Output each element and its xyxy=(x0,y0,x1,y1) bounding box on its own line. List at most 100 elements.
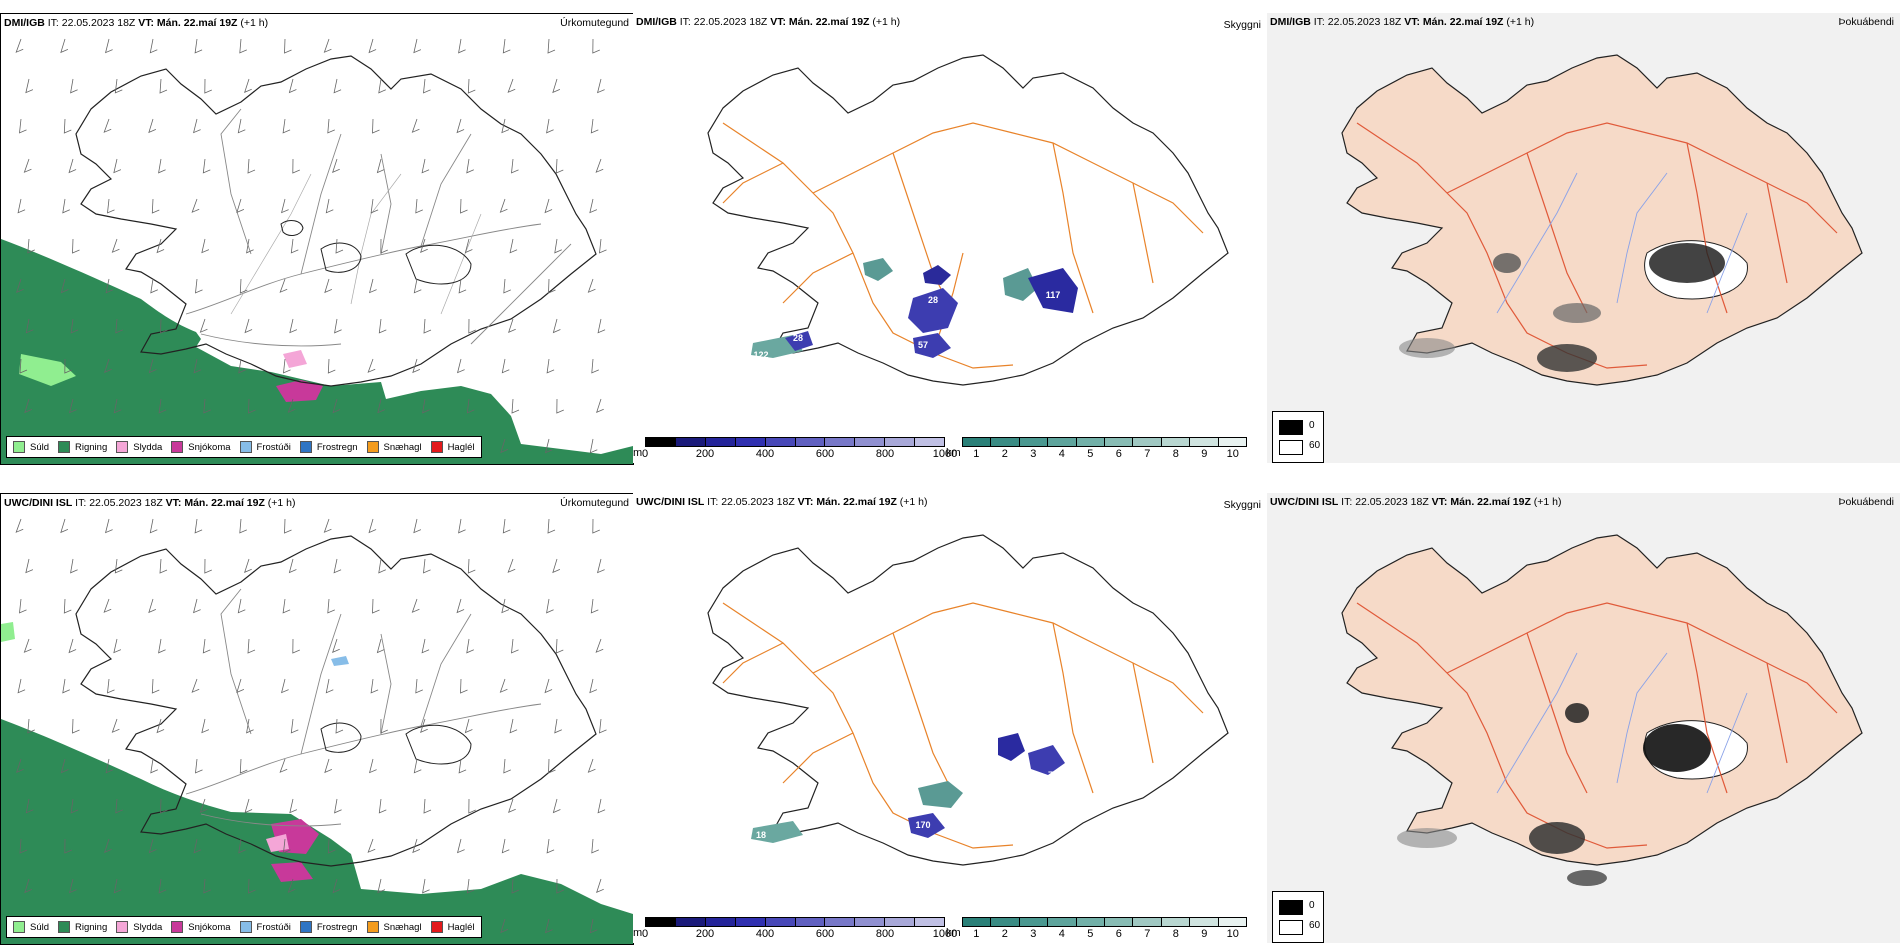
roads xyxy=(1356,602,1838,849)
wind-barb xyxy=(467,78,476,94)
legend-swatch xyxy=(299,441,312,453)
colorbar-tick-4: 4 xyxy=(1058,448,1065,460)
lead-time: (+1 h) xyxy=(872,16,901,28)
wind-barb xyxy=(237,118,246,134)
wind-barb xyxy=(323,518,332,533)
precip-type-panel-top: DMI/IGB IT: 22.05.2023 18Z VT: Mán. 22.m… xyxy=(0,13,634,465)
wind-barb xyxy=(290,718,299,734)
wind-barb xyxy=(590,118,599,134)
wind-barb xyxy=(160,798,168,814)
it-value: 22.05.2023 18Z xyxy=(693,16,768,28)
wind-barb xyxy=(555,158,564,174)
wind-barb xyxy=(156,718,165,734)
colorbar-tick-9: 9 xyxy=(1201,928,1208,940)
it-label: IT: xyxy=(1341,496,1353,508)
wind-barb xyxy=(70,558,78,574)
legend-label: Frostúði xyxy=(256,921,291,933)
colorbar-tick-9: 9 xyxy=(1201,448,1208,460)
colorbar-cell-8 xyxy=(1190,438,1219,446)
wind-barb xyxy=(202,158,211,174)
rain-area xyxy=(1,239,633,464)
wind-barb xyxy=(203,398,211,414)
wind-barb xyxy=(288,558,297,574)
wind-barb xyxy=(284,518,292,534)
legend-label: Slydda xyxy=(133,441,163,453)
wind-barb xyxy=(456,118,465,134)
wind-barb xyxy=(422,878,430,894)
wind-barb xyxy=(158,398,167,414)
wind-barb xyxy=(150,758,158,774)
wind-barb xyxy=(422,398,430,414)
freezing-drizzle-area xyxy=(331,656,349,666)
wind-barb xyxy=(25,318,34,334)
colorbar-tick-0: 0 xyxy=(641,448,649,460)
model-name: UWC/DINI ISL xyxy=(636,496,705,508)
cloud-base-labels: 106 104 79 28 170 82 410 422 18 159 121 xyxy=(756,725,1078,887)
wind-barb xyxy=(27,238,35,254)
fog-panel-top: DMI/IGB IT: 22.05.2023 18Z VT: Mán. 22.m… xyxy=(1267,13,1900,463)
colorbar-tick-200: 200 xyxy=(695,448,715,460)
colorbar-tick-4: 4 xyxy=(1058,928,1065,940)
legend-swatch xyxy=(13,441,25,453)
wind-barb xyxy=(544,678,553,694)
lead-time: (+1 h) xyxy=(240,17,269,29)
wind-barb xyxy=(244,318,253,334)
cloud-base-label: 159 xyxy=(790,813,805,823)
legend-swatch xyxy=(239,441,252,453)
cloud-base-label: 117 xyxy=(1046,290,1061,300)
wind-barb xyxy=(423,78,431,94)
drizzle-area xyxy=(1,622,15,642)
colorbar-cell-1 xyxy=(991,438,1020,446)
wind-barb xyxy=(238,838,246,854)
wind-barb xyxy=(114,558,123,574)
colorbar-cell-7 xyxy=(855,918,886,926)
wind-barb xyxy=(335,718,344,734)
wind-barb xyxy=(554,718,562,734)
wind-barb xyxy=(421,638,430,654)
cloud-base-label: 422 xyxy=(940,877,955,887)
colorbar-cell-4 xyxy=(765,918,796,926)
colorbar-cell-7 xyxy=(1161,918,1191,926)
wind-barb xyxy=(115,798,123,814)
panel-header: UWC/DINI ISL IT: 22.05.2023 18Z VT: Mán.… xyxy=(1270,496,1562,508)
wind-barb xyxy=(23,638,32,653)
cloud-base-panel-bottom: 106 104 79 28 170 82 410 422 18 159 121 UWC/DINI I… xyxy=(633,493,1263,943)
wind-barb xyxy=(244,78,252,94)
legend-item-5: Frostregn xyxy=(299,921,358,933)
wind-barb xyxy=(160,318,168,334)
wind-barb xyxy=(380,718,388,734)
colorbar-cell-9 xyxy=(1218,438,1247,446)
wind-barb xyxy=(546,118,554,134)
wind-barb xyxy=(327,358,336,374)
wind-barb xyxy=(500,918,509,934)
fog-legend-label-60: 60 xyxy=(1309,920,1321,931)
wind-barb xyxy=(589,438,598,454)
legend-item-1: Rigning xyxy=(58,921,107,933)
wind-barb xyxy=(324,758,333,774)
wind-barb xyxy=(201,238,210,254)
wind-barb xyxy=(151,678,160,694)
it-value: 22.05.2023 18Z xyxy=(1327,16,1402,28)
panel-title: Úrkomutegund xyxy=(560,17,629,29)
wind-barb xyxy=(591,838,599,854)
legend-item-4: Frostúði xyxy=(239,921,291,933)
legend-swatch xyxy=(116,441,129,453)
glacier-outline xyxy=(320,722,472,765)
legend-swatch xyxy=(299,921,312,933)
colorbar-cell-9 xyxy=(1218,918,1247,926)
wind-barb xyxy=(376,638,385,654)
wind-barb xyxy=(111,718,120,733)
wind-barb xyxy=(325,678,334,694)
wind-barb xyxy=(420,238,428,254)
wind-barb xyxy=(103,118,112,133)
cloud-base-colorbar-ticks: 0 200 400 600 800 1000 xyxy=(642,927,957,940)
wind-barb xyxy=(281,678,289,694)
wind-barb xyxy=(511,638,519,654)
wind-barb xyxy=(107,198,115,214)
legend-swatch xyxy=(366,441,379,453)
fog-legend-swatch-0 xyxy=(1279,900,1303,915)
wind-barb xyxy=(509,718,518,734)
colorbar-tick-7: 7 xyxy=(1144,448,1151,460)
vt-label: VT: Mán. 22.maí 19Z xyxy=(165,497,265,509)
fog-map-top xyxy=(1341,54,1863,386)
